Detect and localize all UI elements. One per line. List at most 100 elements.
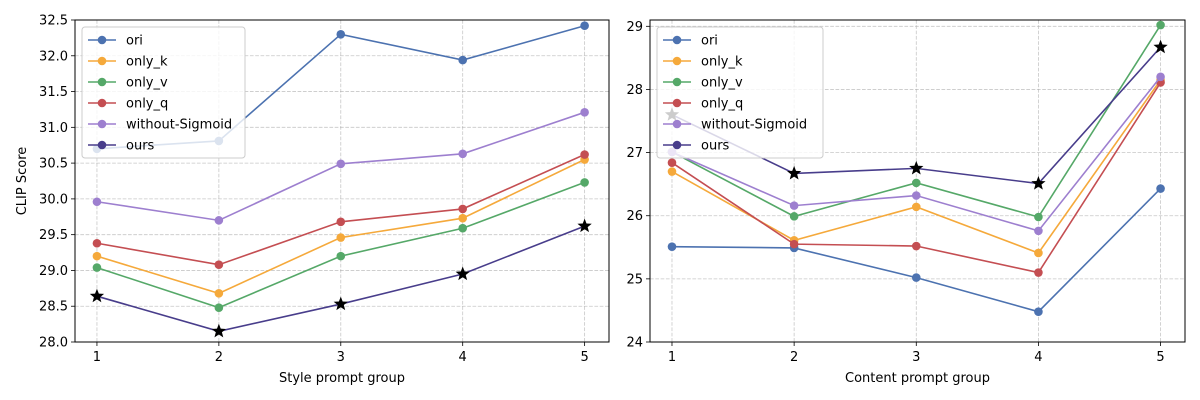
- data-point-only-q: [911, 241, 921, 251]
- data-point-only-v: [336, 251, 346, 261]
- legend-label-without-sigmoid: without-Sigmoid: [126, 118, 232, 133]
- legend-label-only-q: only_q: [126, 97, 168, 112]
- data-point-ori: [580, 21, 589, 31]
- data-point-without-sigmoid: [911, 191, 921, 200]
- data-point-only-k: [336, 233, 346, 242]
- chart-style-prompt-group: 1 2 3 4 5 28.0 28.5 29.0 29.5 30.0 30.5 31.0 31.5 32.…: [15, 14, 610, 386]
- x-tick-label: 2: [215, 350, 223, 365]
- x-tick-label: 1: [668, 350, 676, 365]
- legend-marker-only-k: [672, 56, 682, 66]
- data-point-only-q: [458, 204, 467, 214]
- data-point-only-q: [667, 158, 677, 167]
- data-point-ori: [1156, 184, 1165, 193]
- data-point-only-q: [92, 238, 102, 248]
- plot-frame: [649, 19, 1186, 343]
- legend-marker-without-sigmoid: [97, 119, 107, 129]
- legend-label-only-v: only_v: [126, 76, 168, 91]
- legend-marker-only-v: [672, 77, 682, 87]
- data-point-ours: [787, 165, 802, 180]
- y-tick-label: 25: [626, 272, 643, 287]
- legend-marker-ours: [97, 140, 107, 150]
- data-point-only-v: [214, 303, 224, 312]
- legend-marker-only-q: [672, 98, 682, 108]
- y-tick-label: 29: [626, 20, 643, 35]
- legend-marker-without-sigmoid: [672, 119, 682, 129]
- data-point-only-q: [336, 217, 346, 227]
- data-point-ours: [211, 323, 226, 338]
- data-point-only-k: [92, 251, 102, 261]
- y-axis-label: CLIP Score: [15, 147, 30, 216]
- data-point-only-v: [911, 178, 921, 188]
- y-tick-label: 26: [626, 209, 643, 224]
- series-only-v: [92, 178, 589, 312]
- x-axis-label: Content prompt group: [845, 371, 990, 386]
- x-tick-label: 3: [912, 350, 920, 365]
- data-point-only-k: [667, 167, 677, 176]
- series-without-sigmoid: [92, 108, 589, 225]
- data-point-without-sigmoid: [580, 108, 589, 117]
- data-point-only-k: [911, 202, 921, 212]
- data-point-only-k: [458, 213, 467, 223]
- legend-box: [81, 26, 246, 159]
- data-point-only-q: [580, 150, 589, 159]
- legend-label-only-q: only_q: [701, 97, 743, 112]
- legend-box: [656, 26, 824, 159]
- y-tick-label: 28.0: [39, 336, 68, 351]
- data-point-only-q: [214, 260, 224, 270]
- data-point-ori: [458, 55, 467, 65]
- data-point-without-sigmoid: [214, 216, 224, 225]
- data-point-only-k: [214, 289, 224, 298]
- data-point-only-v: [789, 212, 799, 221]
- legend-label-ours: ours: [126, 139, 155, 154]
- data-point-without-sigmoid: [1034, 226, 1043, 236]
- x-tick-label: 5: [1156, 350, 1164, 365]
- y-tick-label: 24: [626, 336, 643, 351]
- x-tick-label: 3: [337, 350, 345, 365]
- legend-marker-only-k: [97, 56, 107, 66]
- data-point-ours: [909, 160, 924, 175]
- data-point-without-sigmoid: [458, 149, 467, 159]
- plot-frame: [74, 19, 610, 343]
- y-tick-label: 28.5: [39, 300, 68, 315]
- data-point-without-sigmoid: [92, 197, 102, 207]
- legend-marker-ori: [97, 35, 107, 45]
- series-only-q: [667, 78, 1165, 277]
- data-point-ours: [333, 296, 348, 311]
- data-point-only-v: [1034, 212, 1043, 222]
- data-point-only-v: [92, 263, 102, 272]
- data-point-only-v: [1156, 20, 1165, 30]
- legend: ori only_k only_v only_q without-Sigmoid ours: [656, 26, 824, 159]
- series-ours: [89, 218, 592, 338]
- data-point-without-sigmoid: [336, 159, 346, 169]
- y-tick-label: 30.0: [39, 192, 68, 207]
- x-tick-label: 1: [93, 350, 101, 365]
- y-tick-label: 27: [626, 146, 643, 161]
- series-only-q: [92, 150, 589, 270]
- data-point-ours: [1153, 39, 1168, 54]
- legend-label-ours: ours: [701, 139, 730, 154]
- y-tick-label: 29.5: [39, 228, 68, 243]
- data-point-ori: [336, 30, 346, 39]
- data-point-only-v: [458, 223, 467, 233]
- data-point-only-q: [1034, 268, 1043, 277]
- y-tick-label: 32.5: [39, 14, 68, 29]
- data-point-without-sigmoid: [1156, 72, 1165, 82]
- x-tick-label: 5: [580, 350, 588, 365]
- legend-marker-only-v: [97, 77, 107, 87]
- data-point-ori: [667, 242, 677, 251]
- legend-marker-ours: [672, 140, 682, 150]
- x-tick-label: 4: [459, 350, 467, 365]
- x-tick-label: 2: [790, 350, 798, 365]
- data-point-ori: [1034, 307, 1043, 316]
- data-point-ours: [577, 218, 592, 233]
- y-tick-label: 30.5: [39, 157, 68, 172]
- y-tick-label: 29.0: [39, 264, 68, 279]
- y-tick-label: 32.0: [39, 49, 68, 64]
- legend-marker-ori: [672, 35, 682, 45]
- legend-label-only-v: only_v: [701, 76, 743, 91]
- legend-label-only-k: only_k: [701, 55, 743, 70]
- data-point-ours: [1031, 176, 1046, 190]
- legend-label-ori: ori: [126, 34, 143, 49]
- series-without-sigmoid: [667, 72, 1165, 236]
